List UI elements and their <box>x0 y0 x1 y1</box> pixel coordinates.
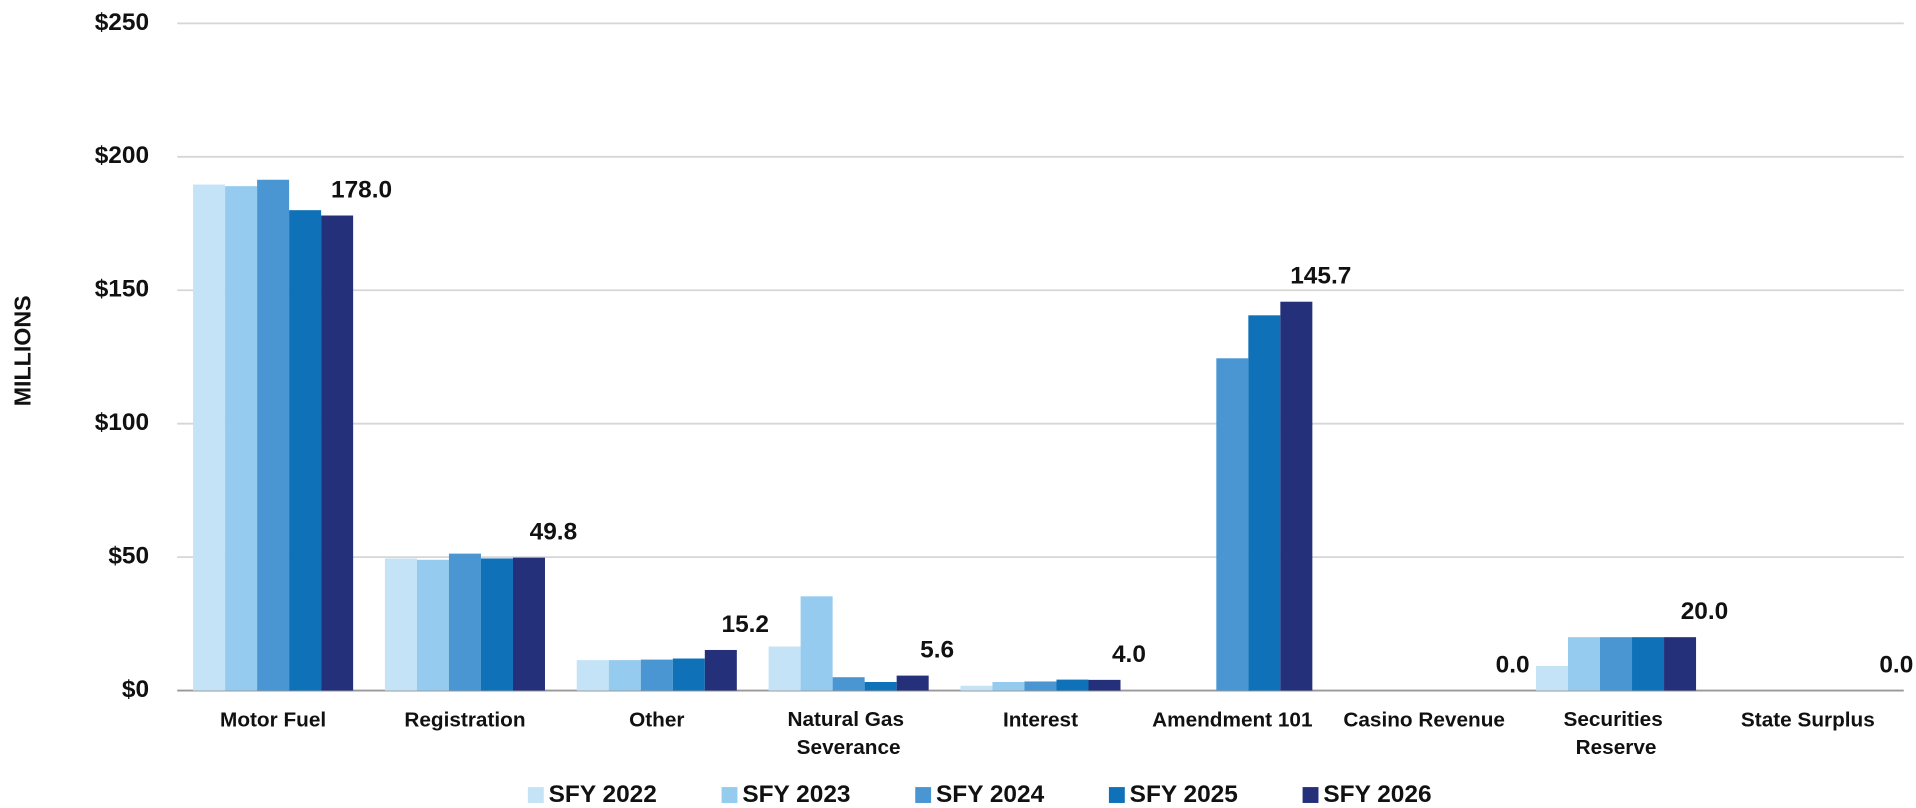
y-tick-label: $100 <box>95 409 149 436</box>
x-tick-label: State Surplus <box>1741 709 1875 732</box>
bar <box>1280 301 1313 691</box>
legend-label: SFY 2026 <box>1323 781 1431 808</box>
bar <box>1248 315 1281 691</box>
legend-swatch <box>915 787 932 803</box>
bar <box>832 677 865 691</box>
bar <box>416 559 449 691</box>
data-label: 49.8 <box>530 519 578 546</box>
y-tick-label: $150 <box>95 276 149 303</box>
x-tick-label: Casino Revenue <box>1343 709 1505 732</box>
data-label: 145.7 <box>1290 263 1351 290</box>
x-tick-label-line: Reserve <box>1576 737 1657 760</box>
bar <box>384 558 417 691</box>
bar <box>321 215 354 691</box>
bar <box>193 184 226 691</box>
bar <box>480 558 513 691</box>
bar <box>512 557 545 691</box>
bar <box>1216 358 1249 691</box>
x-tick-label: Registration <box>404 709 525 732</box>
legend-label: SFY 2022 <box>549 781 657 808</box>
bar <box>608 660 641 691</box>
bar <box>1535 665 1568 691</box>
bar <box>1664 637 1697 691</box>
bar <box>672 658 705 691</box>
x-tick-label: Motor Fuel <box>220 709 326 732</box>
x-tick-label: Securities Reserve <box>1563 709 1668 760</box>
bar <box>257 179 290 691</box>
x-tick-label-line: Severance <box>797 737 901 760</box>
bar <box>1024 681 1057 691</box>
data-label: 4.0 <box>1112 641 1146 668</box>
bar <box>1056 679 1089 691</box>
x-tick-label-line: Securities <box>1563 709 1668 732</box>
bar <box>864 682 897 691</box>
bar <box>1567 637 1601 691</box>
bar <box>1600 637 1633 691</box>
bar <box>800 596 833 691</box>
x-tick-label: Other <box>629 709 684 732</box>
data-label: 178.0 <box>331 177 392 204</box>
bar <box>225 186 258 691</box>
legend-label: SFY 2023 <box>742 781 850 808</box>
bar <box>289 210 322 691</box>
y-axis-label: MILLIONS <box>10 295 36 406</box>
x-tick-label: Amendment 101 <box>1152 709 1312 732</box>
legend-swatch <box>721 787 738 803</box>
x-tick-label: Natural Gas Severance <box>787 709 909 760</box>
bar <box>768 646 801 691</box>
bar <box>704 649 737 691</box>
legend-swatch <box>1108 787 1125 803</box>
bar <box>448 553 481 691</box>
data-label: 5.6 <box>920 637 954 664</box>
data-label: 0.0 <box>1496 652 1530 679</box>
legend-label: SFY 2024 <box>936 781 1045 808</box>
y-tick-label: $200 <box>95 142 149 169</box>
legend-swatch <box>1302 787 1319 803</box>
x-tick-label: Interest <box>1003 709 1078 732</box>
bar <box>1088 679 1121 691</box>
legend-swatch <box>527 787 544 803</box>
x-tick-label-line: Natural Gas <box>787 709 909 732</box>
bar <box>992 682 1025 691</box>
bar <box>640 659 673 691</box>
y-tick-label: $250 <box>95 9 149 36</box>
data-label: 0.0 <box>1879 652 1913 679</box>
data-label: 15.2 <box>721 611 769 638</box>
bar <box>896 675 929 691</box>
legend-label: SFY 2025 <box>1130 781 1238 808</box>
bar <box>960 685 993 691</box>
bar <box>1632 637 1665 691</box>
bar <box>576 660 609 691</box>
y-tick-label: $0 <box>122 676 149 703</box>
data-label: 20.0 <box>1681 598 1729 625</box>
y-tick-label: $50 <box>108 543 149 570</box>
